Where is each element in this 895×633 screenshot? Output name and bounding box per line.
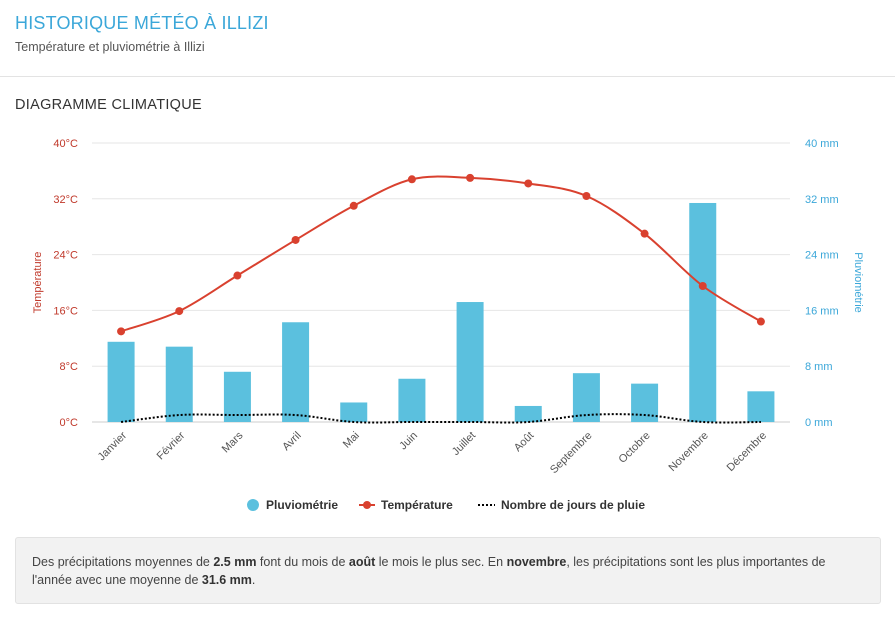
legend-precip-label: Pluviométrie [266, 498, 338, 512]
temperature-point [407, 175, 416, 184]
x-tick-label: Septembre [548, 430, 595, 477]
temperature-point [524, 179, 533, 188]
y-left-tick-label: 32°C [53, 194, 78, 206]
y-right-axis-title: Pluviométrie [852, 252, 864, 313]
y-right-tick-label: 32 mm [805, 194, 839, 206]
temperature-point [233, 271, 242, 280]
precip-bar [223, 371, 251, 422]
precip-bar [282, 322, 310, 422]
y-right-tick-label: 0 mm [805, 417, 833, 429]
x-tick-label: Mai [341, 430, 362, 451]
temperature-point [640, 229, 649, 238]
x-tick-label: Mars [220, 429, 246, 455]
x-tick-label: Juillet [450, 430, 478, 458]
page-subtitle: Température et pluviométrie à Illizi [15, 40, 205, 54]
precip-bar [747, 391, 775, 422]
temperature-point [117, 327, 126, 336]
y-right-tick-label: 8 mm [805, 361, 833, 373]
x-tick-label: Octobre [617, 430, 653, 466]
temperature-point [349, 201, 358, 210]
temperature-point [698, 281, 707, 290]
precip-bar [689, 202, 717, 422]
precip-bar [107, 341, 135, 422]
summary-box: Des précipitations moyennes de 2.5 mm fo… [15, 537, 881, 604]
temperature-point [291, 235, 300, 244]
legend-temp-label: Température [381, 498, 453, 512]
x-tick-label: Juin [397, 430, 420, 453]
x-tick-label: Novembre [667, 430, 711, 474]
precip-bar [340, 402, 368, 422]
x-tick-label: Février [155, 429, 188, 462]
summary-driest-value: 2.5 mm [213, 555, 257, 569]
summary-text-1: Des précipitations moyennes de [32, 555, 214, 569]
y-right-tick-label: 16 mm [805, 305, 839, 317]
section-title: DIAGRAMME CLIMATIQUE [15, 97, 202, 113]
temperature-line [120, 175, 762, 333]
y-left-tick-label: 16°C [53, 305, 78, 317]
summary-wettest-month: novembre [506, 555, 567, 569]
y-left-tick-label: 24°C [53, 250, 78, 262]
temperature-point [756, 317, 765, 326]
summary-text-3: le mois le plus sec. En [375, 555, 507, 569]
precip-bar [165, 346, 193, 422]
summary-text-4: , les précipitations sont les plus impor… [32, 555, 826, 587]
temperature-point [582, 192, 591, 201]
temperature-point [175, 307, 184, 316]
climate-chart: 0°C 0 mm 8°C 8 mm 16°C 16 mm 24°C 24 mm 32°C 32 m… [32, 138, 864, 512]
summary-text-2: font du mois de [256, 555, 349, 569]
summary-driest-month: août [348, 555, 376, 569]
x-tick-label: Décembre [725, 430, 769, 474]
x-tick-label: Août [512, 430, 536, 454]
x-tick-label: Avril [280, 430, 303, 453]
page-header: HISTORIQUE MÉTÉO À ILLIZI Température et… [0, 0, 895, 77]
precip-bar [514, 405, 542, 422]
x-tick-label: Janvier [96, 429, 130, 463]
temperature-point [466, 173, 475, 182]
rain-days-line [120, 413, 761, 424]
page-title: HISTORIQUE MÉTÉO À ILLIZI [15, 13, 269, 33]
precip-bar [456, 302, 484, 422]
summary-text-5: . [251, 573, 256, 587]
y-left-axis-title: Température [32, 252, 44, 314]
precip-bar [398, 378, 426, 422]
summary-wettest-value: 31.6 mm [201, 573, 252, 587]
precip-bar [631, 383, 659, 422]
y-left-tick-label: 0°C [60, 417, 79, 429]
y-right-tick-label: 40 mm [805, 138, 839, 150]
y-left-tick-label: 40°C [53, 138, 78, 150]
legend-rain-days-label: Nombre de jours de pluie [501, 498, 645, 512]
precip-bar [572, 373, 600, 422]
legend-temp-marker [363, 501, 371, 509]
y-right-tick-label: 24 mm [805, 250, 839, 262]
legend-precip-marker [247, 499, 259, 511]
y-left-tick-label: 8°C [60, 361, 79, 373]
